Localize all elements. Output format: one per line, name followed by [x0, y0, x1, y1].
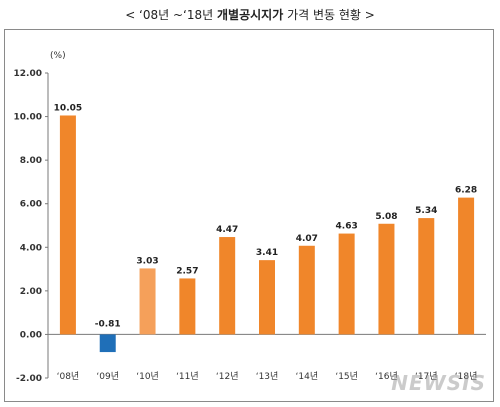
- data-label-7: 4.63: [336, 222, 358, 232]
- x-tick-label-8: ‘16년: [375, 371, 398, 382]
- y-tick-label: 0.00: [20, 330, 42, 340]
- y-tick-label: 10.00: [14, 113, 42, 123]
- y-tick-label: 12.00: [14, 69, 42, 79]
- data-labels: 10.05 ‘08년 -0.81 ‘09년 3.03 ‘10년 2.57 ‘11년 4.47 ‘1…: [54, 103, 478, 382]
- x-tick-label-0: ‘08년: [57, 371, 80, 382]
- bar-6: [298, 245, 315, 335]
- bars: [59, 115, 475, 353]
- y-tick-label: 6.00: [20, 200, 42, 210]
- data-label-2: 3.03: [136, 256, 158, 266]
- data-label-6: 4.07: [296, 234, 318, 244]
- chart-frame: [4, 29, 494, 402]
- y-tick-label: 4.00: [20, 243, 42, 253]
- data-label-10: 6.28: [455, 186, 477, 196]
- bar-9: [418, 218, 435, 335]
- x-tick-label-2: ‘10년: [136, 371, 159, 382]
- x-tick-label-3: ‘11년: [176, 371, 199, 382]
- x-tick-label-4: ‘12년: [216, 371, 239, 382]
- bar-2: [139, 268, 156, 335]
- y-tick-label: 8.00: [20, 156, 42, 166]
- bar-4: [219, 237, 236, 335]
- x-tick-label-9: ‘17년: [415, 371, 438, 382]
- data-label-3: 2.57: [176, 266, 198, 276]
- x-tick-label-10: ‘18년: [455, 371, 478, 382]
- bar-3: [179, 278, 196, 335]
- data-label-1: -0.81: [95, 319, 121, 329]
- chart-title-prefix: < ‘08년 ~‘18년: [125, 8, 217, 22]
- chart-title: < ‘08년 ~‘18년 개별공시지가 가격 변동 현황 >: [0, 6, 500, 23]
- y-tick-label: -2.00: [16, 374, 42, 384]
- chart-title-suffix: 가격 변동 현황 >: [283, 8, 375, 22]
- bar-7: [338, 233, 355, 335]
- y-axis-unit-label: (%): [50, 51, 66, 61]
- bar-0: [59, 115, 76, 335]
- data-label-9: 5.34: [415, 206, 437, 216]
- chart-title-bold: 개별공시지가: [217, 8, 284, 22]
- bar-10: [458, 197, 475, 335]
- bar-8: [378, 223, 395, 335]
- y-tick-label: 2.00: [20, 287, 42, 297]
- data-label-4: 4.47: [216, 225, 238, 235]
- data-label-0: 10.05: [54, 103, 82, 113]
- x-tick-label-6: ‘14년: [296, 371, 319, 382]
- x-tick-label-1: ‘09년: [96, 371, 119, 382]
- data-label-8: 5.08: [375, 212, 397, 222]
- axes: -2.00 0.00 2.00 4.00 6.00 8.00 10.00 12.00: [14, 69, 486, 384]
- data-label-5: 3.41: [256, 248, 278, 258]
- x-tick-label-5: ‘13년: [256, 371, 279, 382]
- newsis-watermark: NEWSIS: [391, 371, 486, 395]
- bar-1: [99, 334, 116, 353]
- bar-5: [259, 260, 275, 335]
- x-tick-label-7: ‘15년: [335, 371, 358, 382]
